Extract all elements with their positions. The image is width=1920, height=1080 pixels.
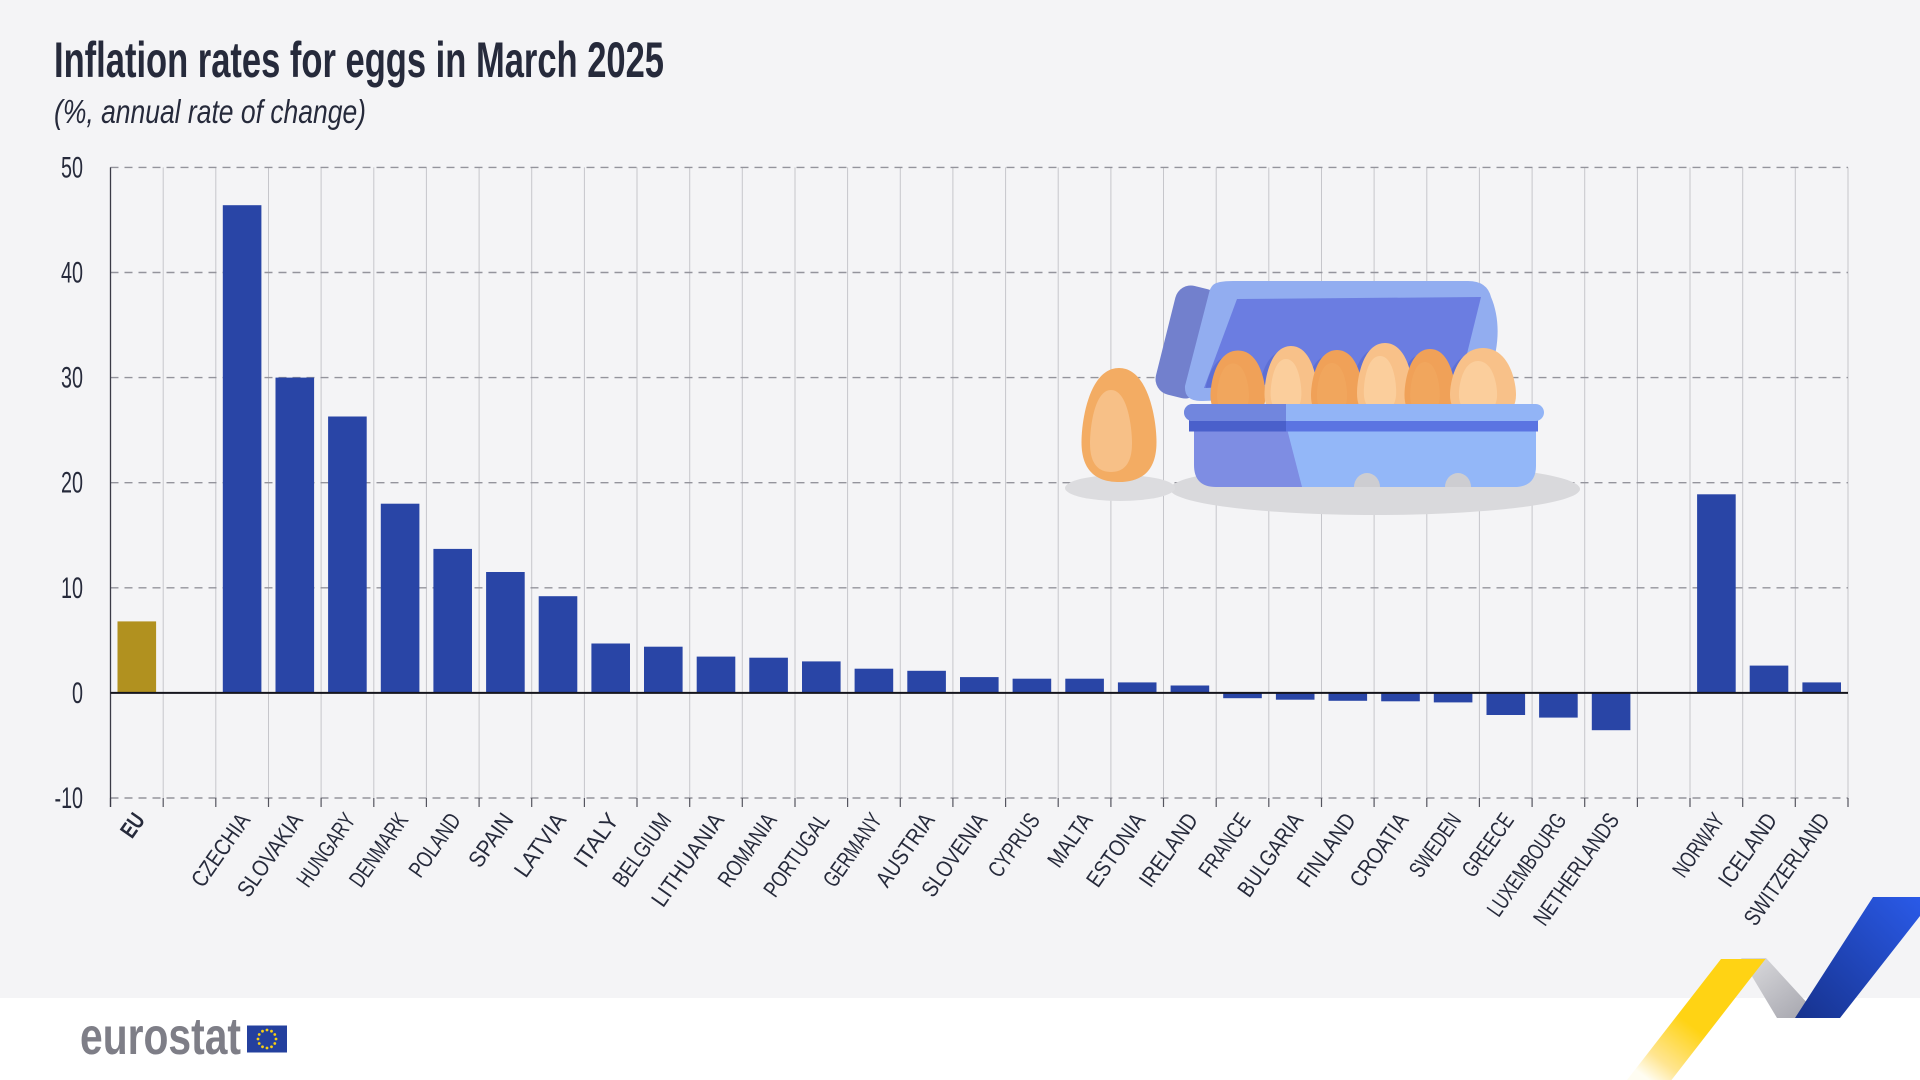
- svg-text:0: 0: [72, 677, 83, 710]
- svg-text:-10: -10: [55, 782, 84, 815]
- svg-text:10: 10: [61, 572, 83, 605]
- svg-text:eurostat: eurostat: [80, 1008, 241, 1066]
- svg-text:30: 30: [61, 362, 83, 395]
- svg-text:40: 40: [61, 257, 83, 290]
- svg-text:Inflation rates for eggs in Ma: Inflation rates for eggs in March 2025: [54, 32, 664, 88]
- svg-text:20: 20: [61, 467, 83, 500]
- svg-text:50: 50: [61, 151, 83, 184]
- svg-text:(%, annual rate of change): (%, annual rate of change): [54, 93, 366, 130]
